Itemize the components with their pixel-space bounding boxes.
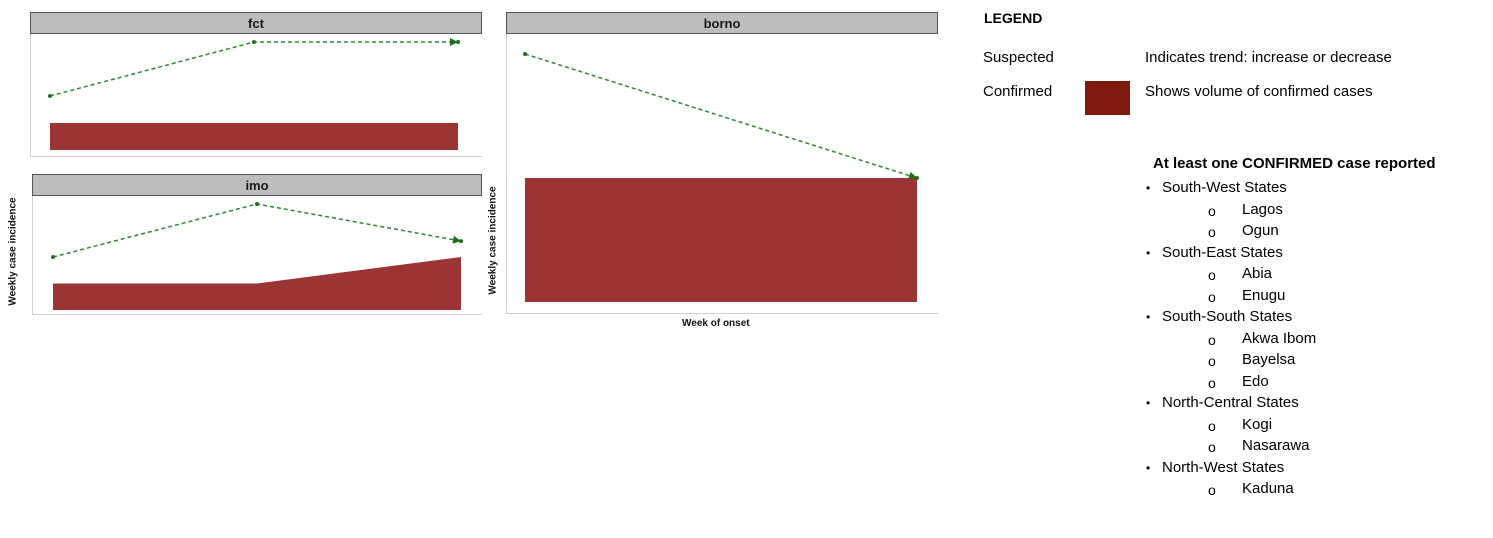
legend-title: LEGEND — [984, 10, 1043, 26]
suspected-trend-line-borno — [524, 53, 918, 179]
bullet-circle: o — [1208, 224, 1216, 240]
plot-area-imo — [32, 196, 482, 315]
list-item-text: Lagos — [1242, 200, 1283, 218]
list-item-text: Enugu — [1242, 286, 1286, 304]
bullet-circle: o — [1208, 353, 1216, 369]
plot-area-fct — [30, 34, 482, 157]
list-item-text: South-South States — [1162, 308, 1293, 325]
confirmed-area-fct — [50, 123, 458, 150]
bullet-dot: • — [1146, 181, 1151, 195]
suspected-point — [252, 40, 256, 44]
list-item-text: South-West States — [1162, 179, 1287, 196]
plot-area-borno — [506, 34, 938, 314]
confirmed-list-title: At least one CONFIRMED case reported — [1153, 155, 1436, 172]
trend-arrowhead — [450, 38, 458, 46]
legend-suspected-label: Suspected — [983, 49, 1054, 66]
list-item-text: Bayelsa — [1242, 351, 1296, 368]
x-axis-label: Week of onset — [682, 318, 750, 329]
legend-confirmed-description: Shows volume of confirmed cases — [1145, 83, 1373, 100]
bullet-dot: • — [1146, 396, 1151, 410]
list-item-text: Ogun — [1242, 222, 1279, 239]
list-item-text: Abia — [1242, 265, 1273, 282]
facet-strip-borno: borno — [506, 12, 938, 34]
suspected-point — [48, 94, 52, 98]
facet-strip-imo: imo — [32, 174, 482, 196]
list-item-text: Akwa Ibom — [1242, 329, 1317, 347]
confirmed-area-imo — [53, 257, 461, 310]
legend-confirmed-swatch — [1085, 81, 1130, 115]
list-item-text: Kogi — [1242, 415, 1273, 433]
bullet-circle: o — [1208, 417, 1216, 434]
suspected-point — [255, 202, 259, 206]
confirmed-area-borno — [525, 178, 917, 302]
trend-arrowhead — [452, 235, 461, 244]
list-item-text: South-East States — [1162, 243, 1283, 261]
facet-strip-fct: fct — [30, 12, 482, 34]
bullet-circle: o — [1208, 482, 1216, 498]
list-item-text: North-West States — [1162, 458, 1285, 476]
bullet-circle: o — [1208, 288, 1216, 305]
list-item-text: Edo — [1242, 372, 1269, 390]
list-item-text: North-Central States — [1162, 394, 1299, 411]
legend-confirmed-label: Confirmed — [983, 83, 1053, 100]
list-item-text: Kaduna — [1242, 480, 1294, 497]
bullet-dot: • — [1146, 245, 1151, 260]
bullet-dot: • — [1146, 310, 1151, 324]
suspected-point — [51, 255, 55, 259]
trend-arrowhead — [908, 171, 917, 180]
bullet-circle: o — [1208, 439, 1216, 455]
legend-suspected-description: Indicates trend: increase or decrease — [1145, 49, 1392, 66]
bullet-circle: o — [1208, 267, 1216, 283]
bullet-circle: o — [1208, 202, 1216, 219]
list-item-text: Nasarawa — [1242, 437, 1310, 454]
bullet-circle: o — [1208, 374, 1216, 391]
bullet-circle: o — [1208, 331, 1216, 348]
suspected-point — [523, 52, 527, 56]
y-axis-label-borno: Weekly case incidence — [487, 186, 499, 295]
bullet-dot: • — [1146, 460, 1151, 475]
